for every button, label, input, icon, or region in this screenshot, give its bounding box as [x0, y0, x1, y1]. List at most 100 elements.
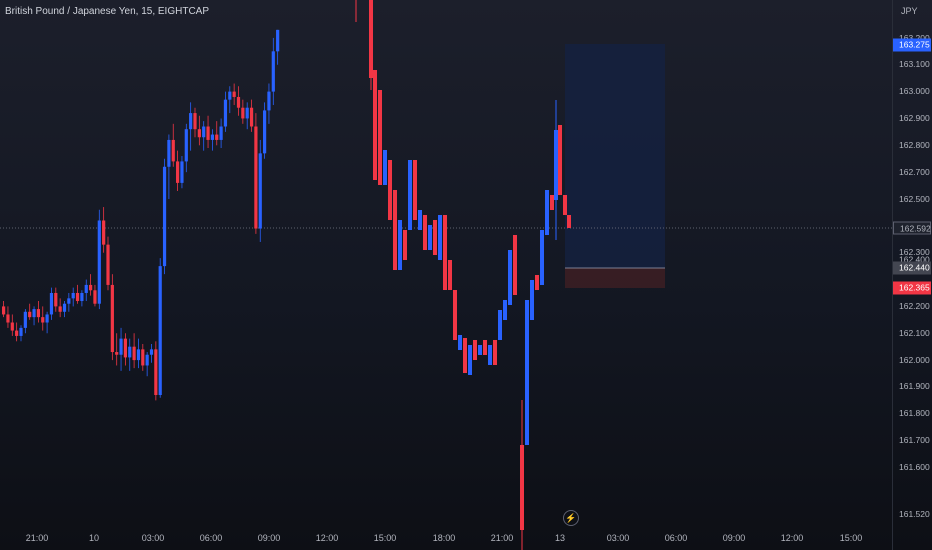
candle-body	[453, 290, 457, 340]
candle-body	[2, 306, 6, 315]
candle-body	[6, 314, 10, 323]
candle-body	[403, 230, 407, 260]
candle-body	[141, 349, 145, 366]
candle-body	[535, 275, 539, 290]
lightning-icon[interactable]: ⚡	[563, 510, 579, 526]
candle-body	[438, 215, 442, 260]
time-tick: 18:00	[432, 533, 456, 543]
candle-body	[567, 215, 571, 228]
candle-body	[180, 161, 184, 183]
candle-body	[267, 91, 271, 111]
candle-body	[154, 349, 158, 396]
time-tick: 10	[88, 533, 100, 543]
symbol-title[interactable]: British Pound / Japanese Yen, 15, EIGHTC…	[5, 6, 210, 17]
candlestick-chart[interactable]	[0, 0, 892, 550]
time-tick: 12:00	[780, 533, 804, 543]
candle-body	[197, 129, 201, 138]
candle-body	[19, 327, 23, 336]
candle-body	[136, 349, 141, 361]
candle-body	[488, 345, 492, 365]
price-tick: 162.200	[899, 301, 930, 311]
candle-body	[162, 166, 167, 267]
candle-body	[258, 153, 262, 229]
candle-body	[28, 311, 32, 318]
current-price-badge: 162.592	[893, 221, 931, 235]
time-tick: 09:00	[257, 533, 281, 543]
candle-body	[373, 70, 377, 180]
time-tick: 15:00	[839, 533, 863, 543]
time-tick: 21:00	[25, 533, 49, 543]
candle-body	[503, 300, 507, 320]
candle-body	[473, 340, 477, 360]
candle-body	[249, 107, 254, 127]
candle-body	[525, 300, 529, 445]
price-tick: 163.200	[899, 33, 930, 43]
candle-body	[378, 90, 382, 185]
price-tick: 163.000	[899, 86, 930, 96]
candle-body	[423, 215, 427, 250]
candle-body	[115, 352, 119, 355]
candle-body	[388, 160, 392, 220]
candle-body	[210, 134, 214, 140]
candle-body	[202, 126, 206, 138]
candle-body	[93, 290, 97, 304]
price-tick: 162.800	[899, 140, 930, 150]
candle-body	[219, 126, 223, 140]
candle-body	[215, 134, 219, 140]
candle-body	[493, 340, 497, 365]
candle-body	[498, 310, 502, 340]
candle-body	[433, 220, 437, 255]
price-tick: 161.600	[899, 462, 930, 472]
price-tick: 161.700	[899, 435, 930, 445]
candle-body	[271, 51, 275, 92]
candle-body	[106, 244, 110, 285]
candle-body	[241, 107, 245, 119]
entry-alt-label: 162.400	[899, 254, 930, 265]
stop-loss-badge: 162.365	[893, 281, 931, 295]
time-tick: 06:00	[664, 533, 688, 543]
price-tick: 162.000	[899, 355, 930, 365]
candle-body	[550, 195, 554, 210]
price-tick: 162.900	[899, 113, 930, 123]
candle-body	[193, 113, 197, 130]
candle-body	[32, 309, 36, 318]
candle-body	[176, 161, 180, 183]
candle-body	[84, 284, 88, 293]
candle-body	[232, 91, 236, 97]
candle-body	[15, 330, 19, 336]
candle-body	[520, 445, 524, 530]
candle-body	[49, 292, 54, 315]
candle-body	[263, 110, 267, 154]
profit-zone	[565, 44, 665, 268]
candle-body	[508, 250, 512, 305]
candle-body	[167, 139, 171, 167]
candle-body	[540, 230, 544, 285]
candle-body	[75, 292, 80, 302]
candle-body	[36, 309, 40, 318]
candle-body	[408, 160, 412, 230]
candle-body	[184, 129, 188, 162]
candle-body	[468, 345, 472, 375]
candle-body	[545, 190, 549, 235]
candle-body	[254, 126, 258, 229]
candle-body	[145, 354, 149, 366]
candle-body	[189, 113, 193, 130]
candle-body	[71, 292, 75, 299]
candle-body	[123, 338, 127, 358]
candle-body	[110, 284, 114, 353]
price-tick: 162.500	[899, 194, 930, 204]
candle-body	[62, 303, 67, 312]
candle-body	[97, 220, 101, 304]
price-tick: 163.100	[899, 59, 930, 69]
candle-body	[276, 29, 280, 52]
candle-body	[393, 190, 397, 270]
candle-body	[102, 220, 106, 245]
candle-body	[558, 125, 562, 195]
time-tick: 13	[554, 533, 566, 543]
candle-body	[41, 317, 45, 323]
price-axis[interactable]	[892, 0, 932, 550]
candle-body	[58, 306, 62, 312]
candle-body	[413, 160, 417, 220]
candle-body	[245, 107, 249, 119]
